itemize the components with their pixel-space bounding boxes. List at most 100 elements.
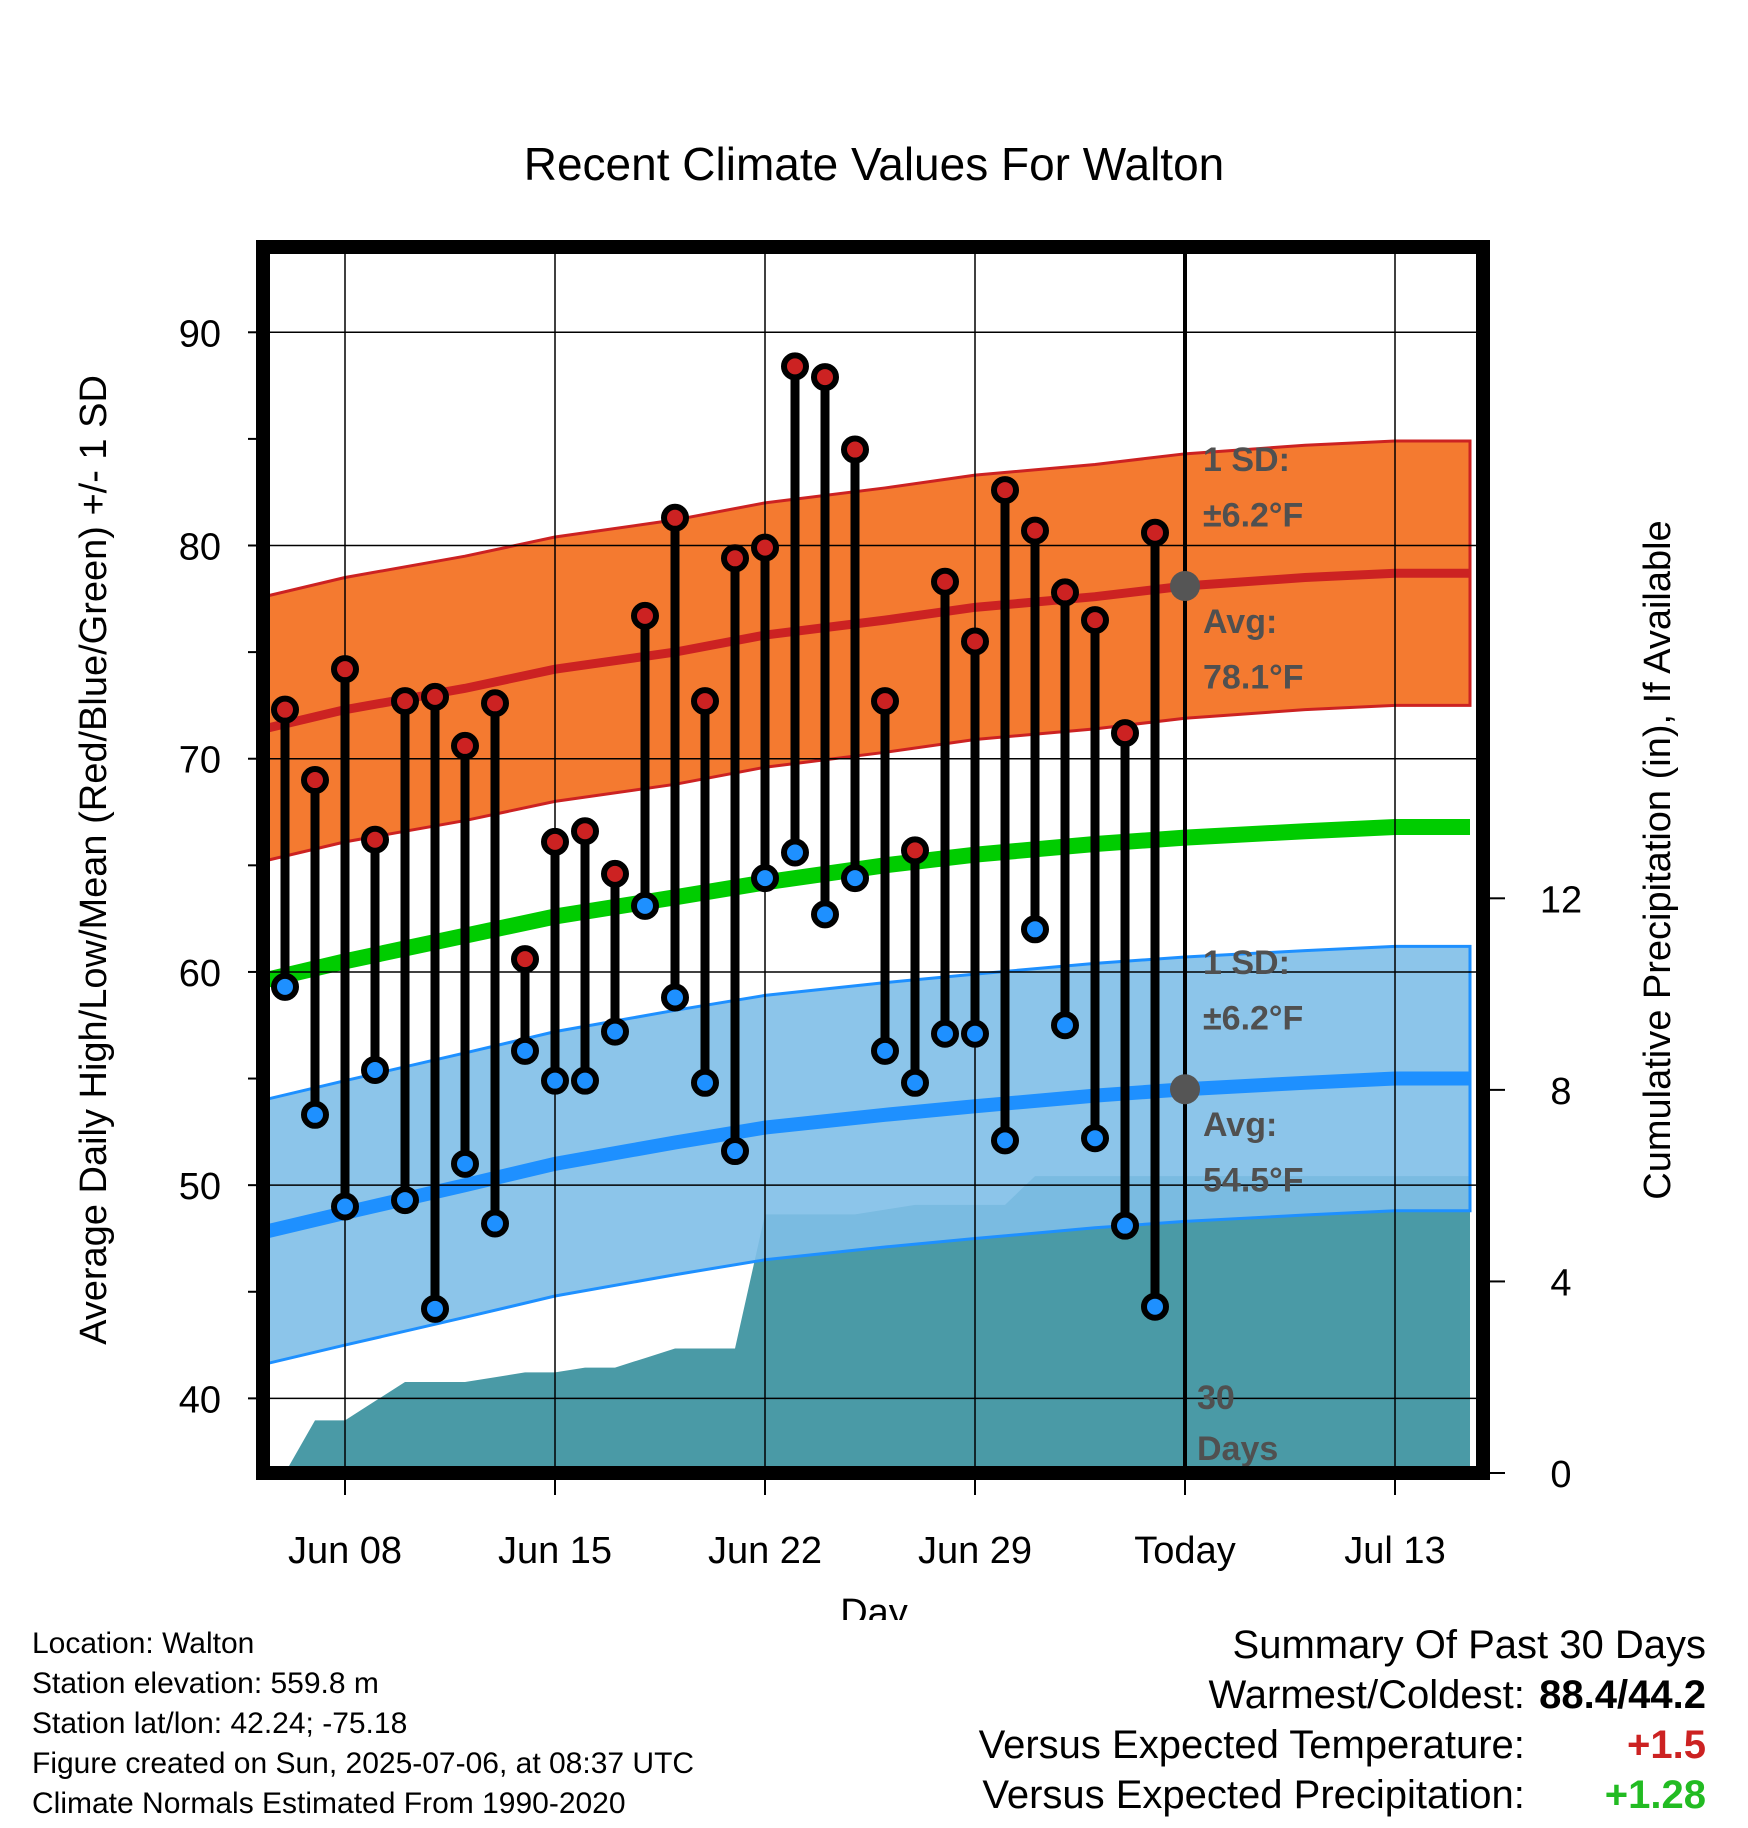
period-label-number: 30: [1197, 1379, 1235, 1417]
daily-high-point: [271, 695, 299, 724]
daily-low-point: [841, 864, 869, 893]
daily-low-point: [811, 900, 839, 929]
daily-low-point: [1111, 1211, 1139, 1240]
x-tick-label: Jun 15: [498, 1530, 612, 1572]
daily-high-point: [961, 627, 989, 656]
x-tick-label: Jul 13: [1344, 1530, 1445, 1572]
plot-content: [263, 247, 1483, 1473]
chart-title: Recent Climate Values For Walton: [524, 138, 1225, 190]
daily-high-point: [691, 687, 719, 716]
daily-high-point: [1111, 719, 1139, 748]
x-tick-label: Jun 08: [288, 1530, 402, 1572]
daily-high-point: [601, 859, 629, 888]
daily-low-point: [691, 1068, 719, 1097]
y-tick-label: 60: [179, 953, 221, 995]
y-right-axis-label: Cumulative Precipitation (in), If Availa…: [1637, 520, 1679, 1199]
daily-low-point: [331, 1192, 359, 1221]
y-axis-label: Average Daily High/Low/Mean (Red/Blue/Gr…: [73, 375, 115, 1345]
temp-label: Versus Expected Temperature:: [978, 1723, 1525, 1767]
y-right-tick-label: 8: [1550, 1071, 1571, 1113]
info-latlon: Station lat/lon: 42.24; -75.18: [32, 1707, 408, 1740]
temp-value: +1.5: [1627, 1723, 1706, 1767]
daily-low-point: [421, 1294, 449, 1323]
daily-high-point: [451, 731, 479, 760]
warm-cold-value: 88.4/44.2: [1539, 1673, 1706, 1717]
y-tick-label: 90: [179, 313, 221, 355]
summary-warm-cold: Warmest/Coldest: 88.4/44.2: [979, 1670, 1707, 1720]
daily-high-point: [631, 601, 659, 630]
daily-high-point: [421, 682, 449, 711]
daily-low-point: [541, 1066, 569, 1095]
y-tick-label: 70: [179, 740, 221, 782]
warm-cold-label: Warmest/Coldest:: [1208, 1673, 1525, 1717]
summary-title: Summary Of Past 30 Days: [1232, 1623, 1706, 1667]
daily-high-point: [901, 836, 929, 865]
daily-low-point: [871, 1036, 899, 1065]
daily-low-point: [781, 838, 809, 867]
precip-value: +1.28: [1604, 1773, 1706, 1817]
daily-low-point: [271, 972, 299, 1001]
daily-high-point: [301, 766, 329, 795]
high-normal-line: [263, 568, 1470, 734]
y-right-tick-label: 0: [1550, 1454, 1571, 1496]
low-avg-value: 54.5°F: [1203, 1162, 1304, 1200]
daily-low-point: [361, 1056, 389, 1085]
daily-low-point: [1051, 1011, 1079, 1040]
today-low-normal-marker: [1170, 1074, 1200, 1105]
info-created: Figure created on Sun, 2025-07-06, at 08…: [32, 1747, 695, 1780]
daily-low-point: [1021, 915, 1049, 944]
high-avg-label: Avg:: [1203, 603, 1277, 641]
daily-high-point: [511, 945, 539, 974]
daily-low-point: [901, 1068, 929, 1097]
daily-high-point: [661, 503, 689, 532]
climate-chart: Recent Climate Values For Walton 1 SD: ±6…: [73, 138, 1679, 1620]
daily-low-point: [661, 983, 689, 1012]
info-location: Location: Walton: [32, 1627, 255, 1660]
daily-low-point: [601, 1017, 629, 1046]
daily-low-point: [991, 1126, 1019, 1155]
today-high-normal-marker: [1170, 571, 1200, 602]
x-axis-label: Day: [840, 1592, 908, 1620]
y-right-tick-label: 4: [1550, 1262, 1571, 1304]
plot-frame: [256, 240, 1490, 1480]
daily-low-point: [511, 1036, 539, 1065]
y-right-tick-label: 12: [1540, 879, 1582, 921]
summary-precip: Versus Expected Precipitation: +1.28: [979, 1770, 1706, 1820]
info-elevation: Station elevation: 559.8 m: [32, 1667, 379, 1700]
daily-high-point: [481, 689, 509, 718]
daily-low-point: [1141, 1292, 1169, 1321]
daily-high-point: [331, 655, 359, 684]
daily-low-point: [961, 1019, 989, 1048]
daily-high-point: [991, 476, 1019, 505]
daily-high-point: [931, 567, 959, 596]
daily-high-point: [361, 825, 389, 854]
daily-high-point: [1051, 578, 1079, 607]
x-tick-label: Jun 22: [708, 1530, 822, 1572]
high-avg-value: 78.1°F: [1203, 658, 1304, 696]
x-tick-label: Jun 29: [918, 1530, 1032, 1572]
daily-high-point: [751, 533, 779, 562]
precip-label: Versus Expected Precipitation:: [982, 1773, 1525, 1817]
y-tick-label: 40: [179, 1379, 221, 1421]
daily-high-point: [1081, 606, 1109, 635]
daily-low-point: [721, 1137, 749, 1166]
daily-high-point: [811, 363, 839, 392]
daily-high-point: [571, 817, 599, 846]
plot-area: 1 SD: ±6.2°F Avg: 78.1°F 1 SD: ±6.2°F Avg: 54.5…: [179, 240, 1582, 1572]
info-normals: Climate Normals Estimated From 1990-2020: [32, 1787, 626, 1820]
y-tick-label: 80: [179, 527, 221, 569]
daily-high-point: [541, 827, 569, 856]
daily-high-point: [1021, 516, 1049, 545]
daily-low-point: [931, 1019, 959, 1048]
low-sd-label: 1 SD:: [1203, 944, 1290, 982]
daily-low-point: [451, 1149, 479, 1178]
daily-low-point: [301, 1100, 329, 1129]
daily-high-point: [841, 435, 869, 464]
station-info: Location: Walton Station elevation: 559.…: [32, 1624, 694, 1824]
daily-high-point: [721, 544, 749, 573]
daily-low-point: [481, 1209, 509, 1238]
daily-high-point: [781, 352, 809, 381]
period-label-unit: Days: [1197, 1430, 1278, 1468]
daily-low-point: [751, 864, 779, 893]
high-sd-label: 1 SD:: [1203, 441, 1290, 479]
